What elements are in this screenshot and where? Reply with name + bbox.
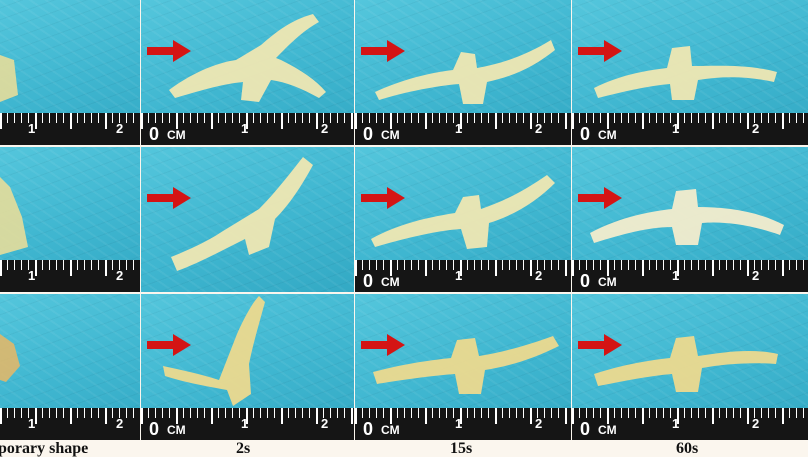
right-arrow-icon (147, 40, 191, 62)
ruler-mark-1: 1 (28, 268, 36, 283)
tile-r1-c4: 0 CM 1 2 (572, 0, 808, 145)
ruler-unit: CM (381, 128, 400, 142)
folded-shape (0, 334, 20, 382)
recovering-shape (169, 14, 326, 102)
right-arrow-icon (361, 40, 405, 62)
recovering-shape (371, 175, 555, 249)
ruler-mark-1: 1 (455, 121, 463, 136)
ruler-mark-2: 2 (535, 416, 543, 431)
ruler: 0 CM 1 2 (141, 408, 354, 440)
ruler-mark-2: 2 (535, 121, 543, 136)
ruler: 0 CM 1 2 (572, 113, 808, 145)
ruler-mark-2: 2 (752, 416, 760, 431)
folded-shape (0, 55, 18, 102)
ruler-zero: 0 (363, 271, 374, 291)
ruler-mark-2: 2 (321, 416, 329, 431)
tile-r1-c1: 1 2 (0, 0, 140, 145)
ruler-mark-2: 2 (116, 268, 124, 283)
ruler-zero: 0 (580, 124, 591, 144)
ruler-zero: 0 (149, 419, 160, 439)
tile-r2-c3: 0 CM 1 2 (355, 147, 571, 292)
caption-temporary-shape: porary shape (0, 440, 89, 457)
ruler: 1 2 (0, 408, 140, 440)
ruler: 0 CM 1 2 (141, 113, 354, 145)
ruler-zero: 0 (580, 419, 591, 439)
ruler-unit: CM (167, 423, 186, 437)
ruler-mark-1: 1 (241, 416, 249, 431)
right-arrow-icon (578, 40, 622, 62)
ruler-unit: CM (598, 128, 617, 142)
tile-r1-c2: 0 CM 1 2 (141, 0, 354, 145)
ruler: 1 2 (0, 113, 140, 145)
ruler-mark-1: 1 (28, 416, 36, 431)
ruler-mark-1: 1 (672, 121, 680, 136)
ruler-zero: 0 (149, 124, 160, 144)
recovering-shape (375, 40, 555, 104)
ruler-mark-2: 2 (752, 121, 760, 136)
ruler-mark-2: 2 (321, 121, 329, 136)
ruler-mark-1: 1 (28, 121, 36, 136)
tile-r2-c2 (141, 147, 354, 292)
ruler: 0 CM 1 2 (355, 260, 571, 292)
ruler-zero: 0 (363, 419, 374, 439)
right-arrow-icon (361, 334, 405, 356)
ruler: 1 2 (0, 260, 140, 292)
caption-2s: 2s (236, 440, 251, 457)
recovered-shape (594, 336, 778, 392)
ruler-mark-2: 2 (752, 268, 760, 283)
ruler-unit: CM (598, 275, 617, 289)
ruler-unit: CM (167, 128, 186, 142)
caption-15s: 15s (450, 440, 473, 457)
folded-shape (0, 177, 28, 255)
ruler: 0 CM 1 2 (355, 113, 571, 145)
tile-r2-c1: 1 2 (0, 147, 140, 292)
caption-60s: 60s (676, 440, 699, 457)
ruler-mark-1: 1 (455, 268, 463, 283)
ruler-unit: CM (381, 423, 400, 437)
ruler: 0 CM 1 2 (572, 260, 808, 292)
tile-r3-c2: 0 CM 1 2 (141, 294, 354, 440)
ruler: 0 CM 1 2 (355, 408, 571, 440)
recovered-shape (594, 46, 777, 100)
tile-r2-c4: 0 CM 1 2 (572, 147, 808, 292)
ruler-mark-1: 1 (672, 416, 680, 431)
ruler: 0 CM 1 2 (572, 408, 808, 440)
right-arrow-icon (578, 334, 622, 356)
ruler-mark-1: 1 (241, 121, 249, 136)
right-arrow-icon (147, 334, 191, 356)
image-grid: 1 2 0 CM 1 2 0 CM 1 2 0 CM 1 2 1 (0, 0, 808, 440)
ruler-mark-1: 1 (455, 416, 463, 431)
ruler-mark-2: 2 (116, 121, 124, 136)
right-arrow-icon (361, 187, 405, 209)
ruler-unit: CM (598, 423, 617, 437)
tile-r3-c4: 0 CM 1 2 (572, 294, 808, 440)
recovered-shape (590, 189, 784, 245)
recovering-shape (373, 336, 559, 394)
right-arrow-icon (578, 187, 622, 209)
ruler-unit: CM (381, 275, 400, 289)
ruler-mark-2: 2 (535, 268, 543, 283)
tile-r3-c3: 0 CM 1 2 (355, 294, 571, 440)
tile-r1-c3: 0 CM 1 2 (355, 0, 571, 145)
ruler-mark-1: 1 (672, 268, 680, 283)
ruler-zero: 0 (580, 271, 591, 291)
right-arrow-icon (147, 187, 191, 209)
ruler-mark-2: 2 (116, 416, 124, 431)
recovering-shape (171, 157, 313, 271)
tile-r3-c1: 1 2 (0, 294, 140, 440)
ruler-zero: 0 (363, 124, 374, 144)
recovering-shape (163, 296, 265, 406)
